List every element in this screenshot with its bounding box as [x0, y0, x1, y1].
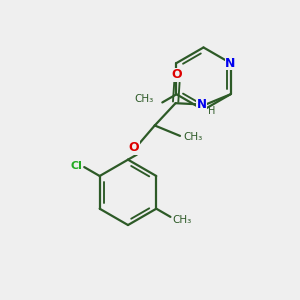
Text: CH₃: CH₃	[172, 215, 191, 225]
Text: O: O	[129, 141, 139, 154]
Text: N: N	[225, 57, 236, 70]
Text: H: H	[208, 106, 215, 116]
Text: CH₃: CH₃	[184, 132, 203, 142]
Text: CH₃: CH₃	[135, 94, 154, 104]
Text: N: N	[197, 98, 207, 111]
Text: O: O	[172, 68, 182, 82]
Text: Cl: Cl	[71, 160, 83, 171]
